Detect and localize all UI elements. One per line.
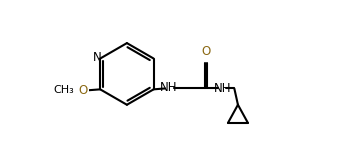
Text: CH₃: CH₃ — [54, 85, 74, 95]
Text: O: O — [78, 84, 88, 97]
Text: NH: NH — [160, 81, 178, 94]
Text: N: N — [93, 51, 101, 64]
Text: NH: NH — [214, 82, 231, 95]
Text: O: O — [201, 45, 210, 58]
